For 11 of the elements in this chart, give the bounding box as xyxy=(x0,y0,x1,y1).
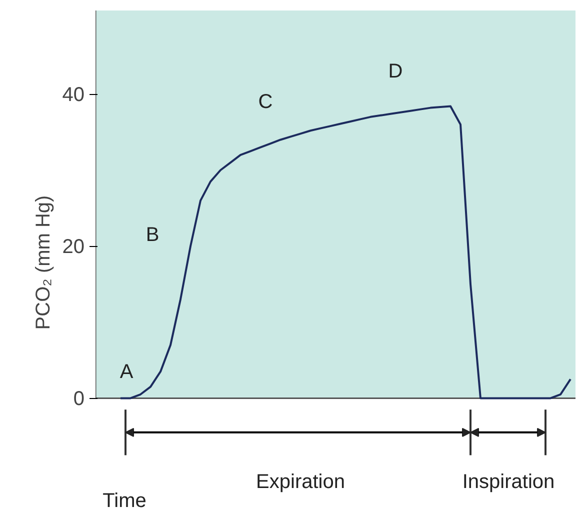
y-tick-label: 0 xyxy=(73,388,84,410)
annotation: D xyxy=(388,60,403,83)
annotation: A xyxy=(120,360,134,383)
annotation: C xyxy=(258,91,273,114)
x-axis-title: Time xyxy=(102,490,146,512)
y-axis-title: PCO₂ (mm Hg) xyxy=(32,195,54,330)
y-tick-label: 40 xyxy=(62,84,85,106)
annotation: B xyxy=(146,224,160,246)
text: Expiration xyxy=(256,471,345,494)
text: Inspiration xyxy=(462,471,555,494)
y-tick-label: 20 xyxy=(62,236,85,258)
